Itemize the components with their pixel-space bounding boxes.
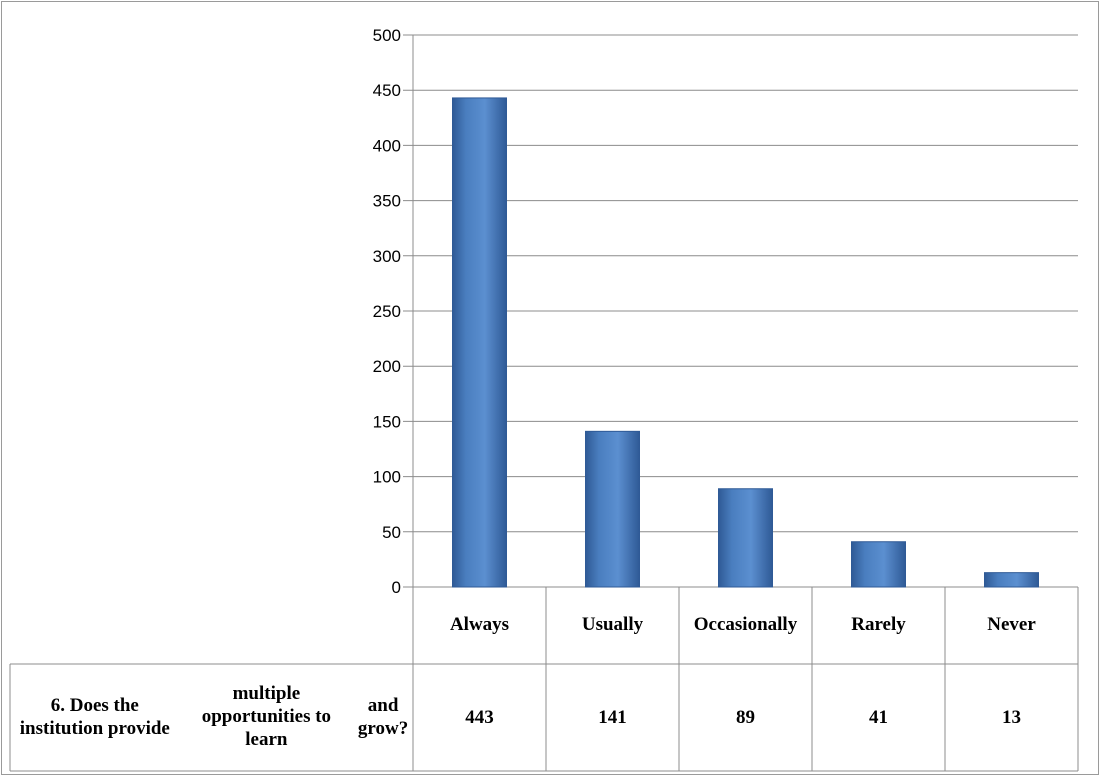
data-table-value: 89 bbox=[736, 706, 755, 728]
data-table-value: 443 bbox=[465, 706, 494, 728]
y-tick-label: 50 bbox=[382, 523, 401, 542]
row-header-line: and grow? bbox=[357, 694, 409, 739]
y-tick-label: 250 bbox=[373, 302, 401, 321]
category-label: Rarely bbox=[812, 587, 945, 664]
bars bbox=[452, 97, 1039, 588]
data-table-value: 141 bbox=[598, 706, 627, 728]
row-header-line: multiple opportunities to learn bbox=[201, 683, 332, 750]
category-label: Never bbox=[945, 587, 1078, 664]
y-tick-label: 450 bbox=[373, 81, 401, 100]
y-tick-label: 150 bbox=[373, 412, 401, 431]
y-axis-ticks: 0 50 100 150 200 250 300 350 400 450 500 bbox=[373, 26, 401, 597]
category-label-line: Always bbox=[449, 614, 510, 636]
category-label: Occasion ally bbox=[679, 587, 812, 664]
y-tick-label: 400 bbox=[373, 136, 401, 155]
category-label-line: Never bbox=[987, 614, 1036, 636]
bar-occasion-ally bbox=[718, 488, 773, 588]
category-label-line: Usually bbox=[581, 614, 644, 636]
data-table-row-header: 6. Does the institution provide multiple … bbox=[10, 664, 413, 771]
bar-rarely bbox=[851, 541, 906, 588]
category-label-line: ally bbox=[767, 614, 798, 636]
row-header-line: 6. Does the institution provide bbox=[19, 694, 170, 739]
category-label-line: Rarely bbox=[851, 614, 906, 636]
y-tick-label: 100 bbox=[373, 468, 401, 487]
y-tick-label: 0 bbox=[392, 578, 401, 597]
data-table-value: 41 bbox=[869, 706, 888, 728]
category-label: Usually bbox=[546, 587, 679, 664]
bar-never bbox=[984, 572, 1039, 588]
category-label-line: Occasion bbox=[693, 614, 768, 636]
gridlines bbox=[403, 34, 1078, 588]
y-tick-label: 300 bbox=[373, 247, 401, 266]
data-table-lines bbox=[9, 587, 1079, 772]
data-table-value: 13 bbox=[1002, 706, 1021, 728]
bar-usually bbox=[585, 430, 640, 588]
y-tick-label: 500 bbox=[373, 26, 401, 45]
y-tick-label: 200 bbox=[373, 357, 401, 376]
category-label: Always bbox=[413, 587, 546, 664]
y-tick-label: 350 bbox=[373, 192, 401, 211]
bar-always bbox=[452, 97, 507, 588]
